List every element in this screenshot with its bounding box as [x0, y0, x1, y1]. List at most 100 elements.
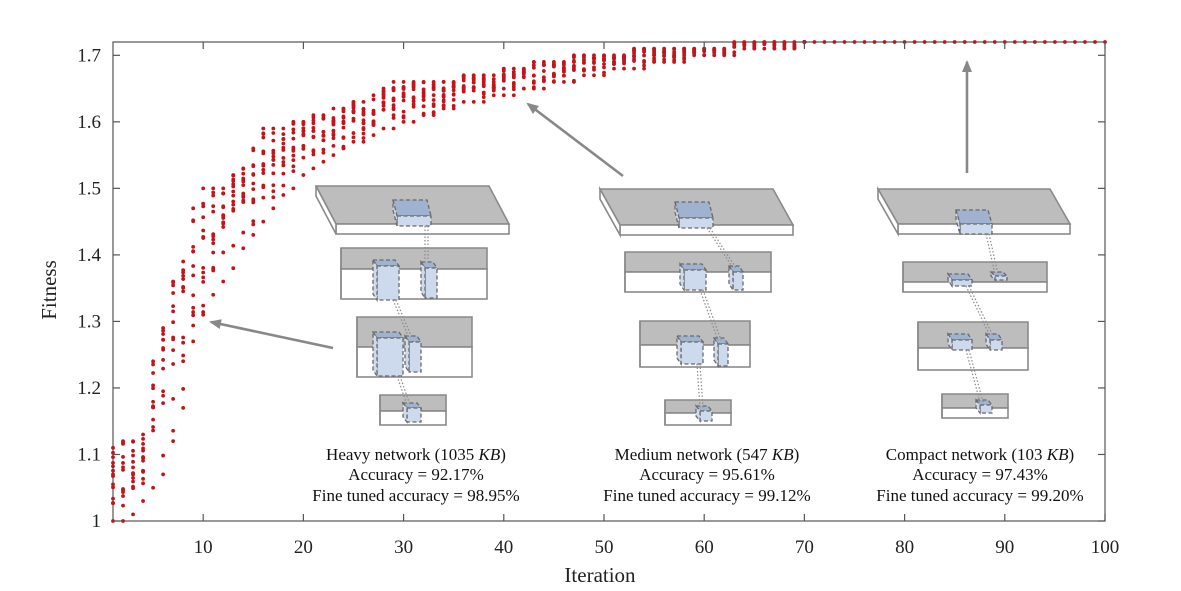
data-point — [201, 228, 206, 233]
data-point — [201, 186, 206, 191]
network-compact — [876, 185, 1072, 419]
kernel-2-2-side — [990, 270, 996, 282]
data-point — [271, 154, 276, 159]
data-point — [221, 216, 226, 220]
data-point — [562, 66, 566, 70]
data-point — [401, 91, 406, 96]
data-point — [321, 130, 326, 134]
data-point — [251, 187, 256, 192]
data-point — [111, 464, 115, 469]
data-point — [111, 450, 115, 455]
data-point — [662, 54, 667, 58]
data-point — [531, 73, 536, 78]
data-point — [471, 80, 476, 85]
data-point — [201, 215, 206, 220]
data-point — [682, 49, 687, 54]
data-point — [361, 111, 366, 116]
data-point — [732, 53, 737, 58]
kernel-1-1-side — [392, 199, 398, 227]
data-point — [221, 191, 226, 196]
data-point — [411, 96, 416, 101]
data-point — [311, 118, 316, 123]
data-point — [962, 40, 967, 44]
data-point — [321, 147, 326, 152]
data-point — [241, 200, 246, 204]
data-point — [331, 143, 336, 148]
data-point — [401, 85, 406, 90]
x-tick-label: 100 — [1091, 537, 1120, 558]
x-tick-label: 70 — [795, 537, 814, 558]
data-point — [612, 66, 616, 71]
kernel-2-1-top — [678, 263, 708, 271]
data-point — [241, 176, 246, 181]
data-point — [181, 285, 186, 290]
data-point — [161, 366, 166, 371]
data-point — [762, 40, 767, 45]
data-point — [652, 53, 656, 58]
data-point — [281, 193, 286, 197]
data-point — [371, 97, 376, 102]
x-tick-label: 20 — [294, 537, 313, 558]
data-point — [471, 73, 476, 78]
data-points — [111, 40, 1107, 523]
data-point — [531, 60, 536, 65]
kernel-connector — [968, 285, 994, 337]
data-point — [401, 94, 406, 99]
data-point — [121, 465, 125, 470]
data-point — [572, 68, 576, 73]
annotation-heavy: Heavy network (1035 KB) Accuracy = 92.17… — [312, 445, 519, 505]
data-point — [321, 133, 326, 138]
data-point — [391, 107, 396, 112]
data-point — [121, 503, 125, 508]
data-point — [251, 219, 256, 224]
data-point — [1012, 40, 1017, 44]
data-point — [171, 428, 176, 433]
data-point — [531, 63, 536, 68]
data-point — [271, 206, 276, 211]
data-point — [1063, 40, 1067, 44]
data-point — [191, 339, 196, 344]
data-point — [151, 371, 155, 375]
kernel-connector — [706, 227, 734, 269]
kernel-2-2-front — [424, 267, 438, 299]
data-point — [241, 246, 246, 251]
layer-2-front — [902, 281, 1048, 293]
kernel-2-1-side — [679, 261, 685, 293]
data-point — [602, 70, 606, 75]
data-point — [151, 485, 155, 490]
data-point — [1052, 40, 1057, 44]
data-point — [271, 131, 276, 135]
kernel-2-2-top — [727, 265, 745, 273]
data-point — [672, 58, 677, 63]
data-point — [291, 130, 296, 135]
data-point — [211, 232, 216, 237]
data-point — [261, 171, 266, 176]
medium-accuracy: Accuracy = 95.61% — [639, 465, 775, 484]
data-point — [281, 132, 286, 137]
data-point — [271, 126, 276, 131]
data-point — [141, 476, 145, 481]
data-point — [131, 486, 135, 491]
data-point — [171, 320, 176, 325]
layer-4-front — [941, 407, 1009, 419]
data-point — [551, 64, 556, 69]
data-point — [201, 280, 206, 284]
data-point — [181, 270, 186, 275]
y-axis-ticks: 1 1.1 1.2 1.3 1.4 1.5 1.6 1.7 — [77, 45, 1105, 532]
x-tick-label: 80 — [895, 537, 914, 558]
data-point — [341, 109, 346, 114]
data-point — [1042, 40, 1047, 44]
annotation-arrows — [209, 60, 972, 350]
data-point — [562, 69, 566, 74]
data-point — [261, 185, 266, 190]
data-point — [291, 148, 296, 153]
kernel-1-1-front — [678, 217, 714, 229]
data-point — [501, 86, 506, 91]
data-point — [211, 193, 216, 198]
data-point — [582, 73, 586, 78]
arrow-medium — [526, 102, 624, 178]
data-point — [161, 453, 166, 458]
data-point — [151, 428, 155, 433]
data-point — [111, 501, 115, 506]
x-axis-ticks: 10 20 30 40 50 60 70 80 90 100 — [194, 42, 1120, 558]
